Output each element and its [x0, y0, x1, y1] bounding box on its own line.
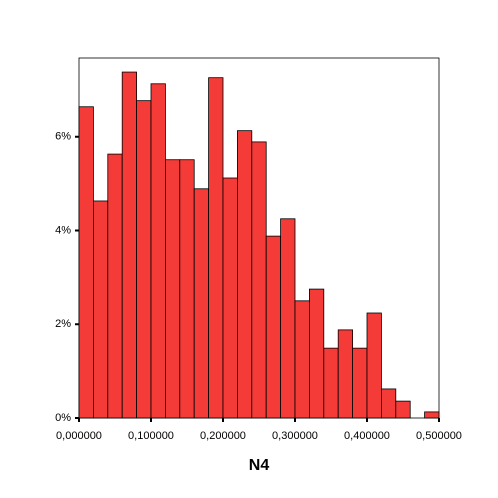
bar: [337, 329, 354, 419]
bar: [265, 235, 282, 419]
x-tick-label: 0,000000: [56, 430, 102, 442]
bar: [352, 347, 368, 419]
bar: [107, 153, 123, 419]
bar: [222, 177, 238, 419]
bar: [366, 312, 382, 419]
y-tick-label: 2%: [55, 318, 71, 330]
bar: [395, 400, 411, 419]
bar: [164, 159, 181, 419]
x-tick-label: 0,200000: [200, 430, 246, 442]
x-tick-label: 0,400000: [344, 430, 390, 442]
bar: [294, 300, 310, 419]
y-tick-label: 0%: [55, 412, 71, 424]
x-axis-title: N4: [249, 457, 270, 474]
bar: [93, 200, 109, 419]
bar: [380, 388, 397, 419]
bar: [208, 77, 224, 419]
bar: [150, 83, 166, 419]
bar: [251, 141, 267, 419]
bar: [179, 159, 195, 419]
bar: [136, 100, 152, 419]
bar: [308, 288, 325, 419]
x-tick-label: 0,500000: [416, 430, 462, 442]
bar: [323, 347, 339, 419]
bar: [78, 106, 94, 419]
bar: [280, 218, 296, 419]
bar: [121, 71, 137, 419]
y-tick-label: 6%: [55, 131, 71, 143]
x-tick-label: 0,100000: [128, 430, 174, 442]
bar: [193, 188, 209, 419]
y-tick-label: 4%: [55, 224, 71, 236]
bar: [236, 130, 253, 419]
x-tick-label: 0,300000: [272, 430, 318, 442]
bar: [424, 411, 440, 419]
